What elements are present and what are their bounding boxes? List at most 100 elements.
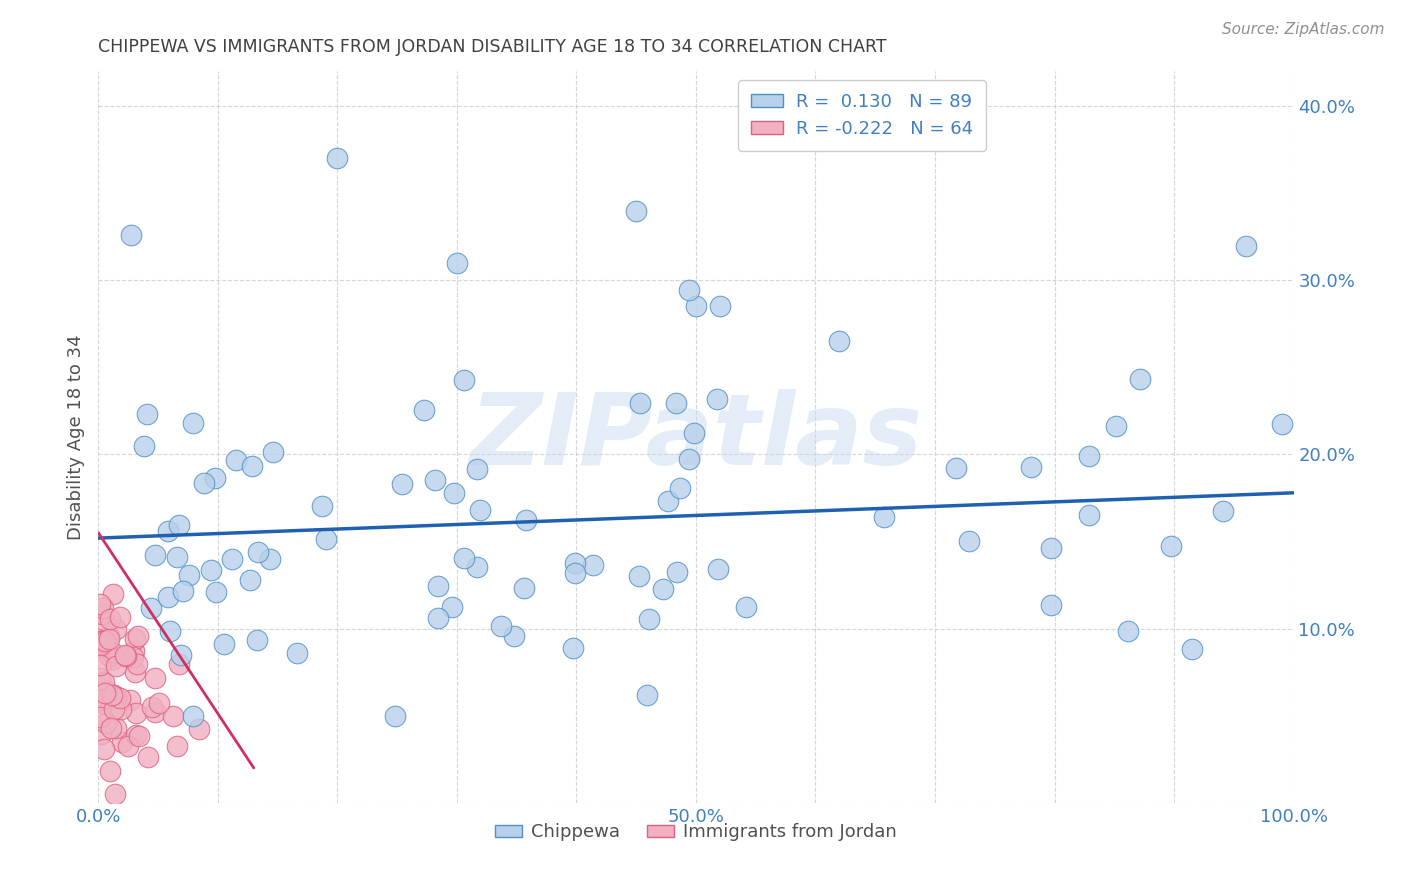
Point — [1116, 624, 1139, 639]
Point — [326, 152, 349, 166]
Point — [89, 709, 111, 723]
Point — [446, 256, 468, 270]
Point — [141, 699, 163, 714]
Point — [97, 629, 120, 643]
Point — [564, 566, 586, 581]
Point — [561, 641, 583, 656]
Point — [1019, 459, 1042, 474]
Point — [666, 565, 689, 579]
Point — [124, 665, 146, 679]
Point — [159, 624, 181, 639]
Point — [682, 425, 704, 440]
Point — [221, 552, 243, 566]
Point — [105, 721, 128, 735]
Point — [143, 548, 166, 562]
Point — [564, 556, 586, 570]
Point — [162, 709, 184, 723]
Point — [638, 612, 661, 626]
Point — [94, 683, 117, 698]
Point — [89, 634, 111, 648]
Text: ZIPatlas: ZIPatlas — [470, 389, 922, 485]
Point — [156, 590, 179, 604]
Point — [1078, 508, 1101, 522]
Point — [156, 524, 179, 539]
Point — [125, 728, 148, 742]
Legend: Chippewa, Immigrants from Jordan: Chippewa, Immigrants from Jordan — [488, 816, 904, 848]
Text: Source: ZipAtlas.com: Source: ZipAtlas.com — [1222, 22, 1385, 37]
Point — [453, 372, 475, 386]
Point — [93, 634, 115, 648]
Point — [512, 581, 534, 595]
Point — [465, 560, 488, 574]
Point — [204, 471, 226, 485]
Point — [582, 558, 605, 572]
Point — [111, 734, 134, 748]
Point — [246, 633, 269, 648]
Point — [127, 629, 149, 643]
Point — [1040, 541, 1063, 556]
Point — [110, 702, 132, 716]
Point — [91, 607, 114, 622]
Point — [104, 690, 127, 704]
Point — [166, 550, 188, 565]
Point — [685, 300, 707, 314]
Point — [128, 730, 150, 744]
Point — [132, 439, 155, 453]
Point — [828, 334, 851, 349]
Point — [212, 637, 235, 651]
Point — [668, 481, 690, 495]
Point — [143, 671, 166, 685]
Point — [93, 613, 115, 627]
Point — [315, 533, 337, 547]
Point — [1234, 238, 1257, 252]
Point — [90, 634, 112, 648]
Point — [872, 510, 894, 524]
Point — [181, 417, 204, 431]
Point — [139, 600, 162, 615]
Point — [426, 578, 449, 592]
Point — [413, 403, 436, 417]
Point — [246, 544, 269, 558]
Point — [239, 574, 262, 588]
Point — [707, 562, 730, 576]
Point — [94, 686, 117, 700]
Point — [657, 494, 679, 508]
Point — [135, 407, 157, 421]
Point — [127, 657, 149, 671]
Point — [167, 518, 190, 533]
Text: CHIPPEWA VS IMMIGRANTS FROM JORDAN DISABILITY AGE 18 TO 34 CORRELATION CHART: CHIPPEWA VS IMMIGRANTS FROM JORDAN DISAB… — [98, 38, 887, 56]
Point — [706, 392, 728, 406]
Point — [285, 646, 308, 660]
Point — [89, 597, 111, 611]
Point — [103, 688, 125, 702]
Point — [259, 551, 281, 566]
Point — [91, 601, 114, 615]
Point — [1160, 539, 1182, 553]
Point — [1105, 419, 1128, 434]
Point — [93, 742, 115, 756]
Point — [503, 629, 526, 643]
Point — [225, 452, 247, 467]
Point — [311, 499, 333, 513]
Point — [89, 688, 111, 702]
Point — [636, 688, 658, 702]
Point — [89, 658, 111, 673]
Point — [148, 696, 170, 710]
Point — [181, 708, 204, 723]
Point — [90, 639, 112, 653]
Point — [945, 461, 967, 475]
Point — [101, 651, 124, 665]
Point — [125, 706, 148, 721]
Point — [93, 674, 115, 689]
Point — [166, 739, 188, 753]
Point — [169, 648, 191, 662]
Point — [120, 227, 142, 242]
Point — [468, 502, 491, 516]
Point — [98, 612, 121, 626]
Point — [136, 750, 159, 764]
Point — [200, 563, 222, 577]
Point — [124, 632, 146, 647]
Point — [187, 722, 209, 736]
Point — [118, 692, 141, 706]
Point — [391, 476, 413, 491]
